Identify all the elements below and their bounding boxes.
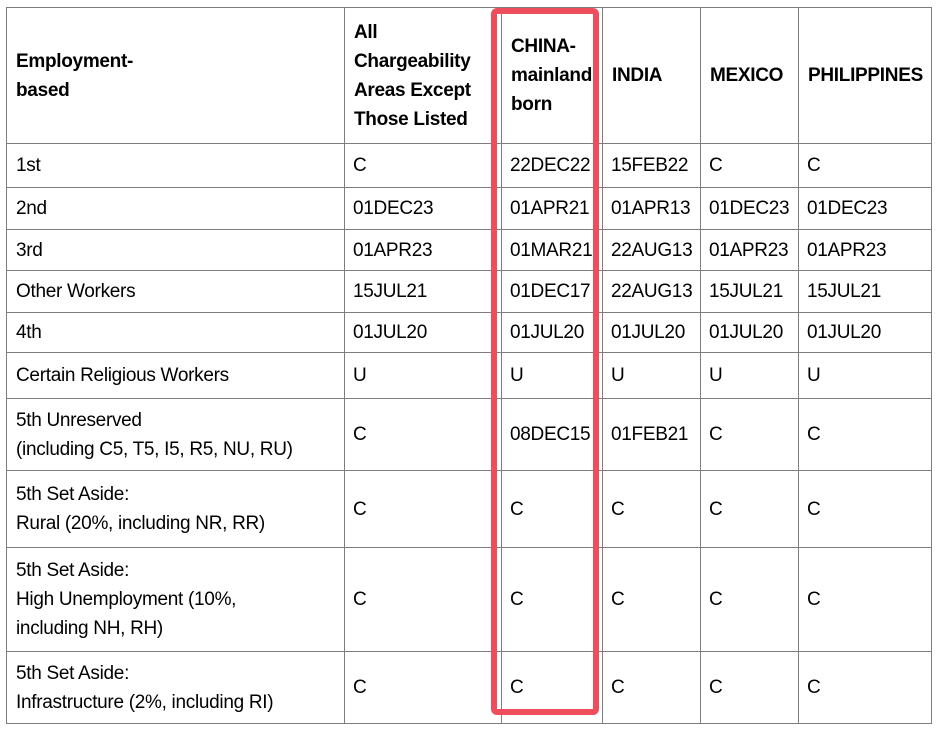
- table-row-2nd: 2nd 01DEC23 01APR21 01APR13 01DEC23 01DE…: [6, 187, 932, 230]
- column-header-philippines: PHILIPPINES: [798, 7, 932, 144]
- table-cell: 01DEC23: [344, 187, 502, 230]
- table-cell: 01APR13: [602, 187, 701, 230]
- table-cell: C: [798, 547, 932, 652]
- row-label: 5th Unreserved (including C5, T5, I5, R5…: [6, 398, 345, 471]
- table-cell: 01DEC17: [501, 270, 603, 313]
- row-label: 5th Set Aside: High Unemployment (10%, i…: [6, 547, 345, 652]
- table-cell: 15JUL21: [798, 270, 932, 313]
- table-cell: C: [602, 651, 701, 724]
- row-label: Other Workers: [6, 270, 345, 313]
- column-header-all-chargeability: All Chargeability Areas Except Those Lis…: [344, 7, 502, 144]
- table-row-5th-set-aside-rural: 5th Set Aside: Rural (20%, including NR,…: [6, 470, 932, 548]
- table-cell: 01APR23: [700, 229, 799, 271]
- table-cell: C: [798, 470, 932, 548]
- column-header-employment-based: Employment- based: [6, 7, 345, 144]
- table-cell: C: [344, 651, 502, 724]
- row-label: Certain Religious Workers: [6, 352, 345, 399]
- table-cell: 22AUG13: [602, 270, 701, 313]
- table-cell: C: [344, 398, 502, 471]
- table-cell: 01JUL20: [602, 312, 701, 353]
- table-cell: 01JUL20: [798, 312, 932, 353]
- table-cell: 01JUL20: [344, 312, 502, 353]
- employment-based-table: Employment- based All Chargeability Area…: [6, 7, 932, 724]
- table-row-3rd: 3rd 01APR23 01MAR21 22AUG13 01APR23 01AP…: [6, 229, 932, 271]
- table-cell: C: [344, 470, 502, 548]
- table-cell: C: [798, 398, 932, 471]
- table-row-other-workers: Other Workers 15JUL21 01DEC17 22AUG13 15…: [6, 270, 932, 313]
- table-cell: C: [344, 547, 502, 652]
- table-cell: 01MAR21: [501, 229, 603, 271]
- column-header-india: INDIA: [602, 7, 701, 144]
- table-cell: 01APR23: [344, 229, 502, 271]
- table-cell: C: [501, 470, 603, 548]
- table-cell: 15FEB22: [602, 143, 701, 188]
- table-cell: 01APR21: [501, 187, 603, 230]
- table-cell: 01APR23: [798, 229, 932, 271]
- table-cell: C: [700, 470, 799, 548]
- column-header-mexico: MEXICO: [700, 7, 799, 144]
- table-row-1st: 1st C 22DEC22 15FEB22 C C: [6, 143, 932, 188]
- row-label: 5th Set Aside: Rural (20%, including NR,…: [6, 470, 345, 548]
- table-cell: C: [700, 547, 799, 652]
- table-cell: 01DEC23: [798, 187, 932, 230]
- table-row-5th-set-aside-high-unemployment: 5th Set Aside: High Unemployment (10%, i…: [6, 547, 932, 652]
- table-cell: U: [602, 352, 701, 399]
- table-cell: 01JUL20: [501, 312, 603, 353]
- table-cell: C: [602, 547, 701, 652]
- table-body: 1st C 22DEC22 15FEB22 C C 2nd 01DEC23 01…: [6, 143, 932, 724]
- table-cell: U: [501, 352, 603, 399]
- table-cell: U: [700, 352, 799, 399]
- table-cell: 22DEC22: [501, 143, 603, 188]
- table-cell: C: [602, 470, 701, 548]
- table-row-certain-religious-workers: Certain Religious Workers U U U U U: [6, 352, 932, 399]
- column-header-china-mainland-born: CHINA- mainland born: [501, 7, 603, 144]
- table-header: Employment- based All Chargeability Area…: [6, 7, 932, 144]
- table-cell: C: [700, 143, 799, 188]
- table-cell: C: [798, 143, 932, 188]
- table-cell: C: [798, 651, 932, 724]
- table-cell: C: [501, 547, 603, 652]
- table-cell: 01DEC23: [700, 187, 799, 230]
- table-cell: 01JUL20: [700, 312, 799, 353]
- header-row: Employment- based All Chargeability Area…: [6, 7, 932, 144]
- table-cell: 22AUG13: [602, 229, 701, 271]
- table-cell: 15JUL21: [344, 270, 502, 313]
- table-cell: C: [700, 398, 799, 471]
- table-cell: U: [798, 352, 932, 399]
- row-label: 5th Set Aside: Infrastructure (2%, inclu…: [6, 651, 345, 724]
- table-cell: 01FEB21: [602, 398, 701, 471]
- table-row-5th-set-aside-infrastructure: 5th Set Aside: Infrastructure (2%, inclu…: [6, 651, 932, 724]
- table-cell: C: [344, 143, 502, 188]
- row-label: 2nd: [6, 187, 345, 230]
- table-cell: C: [501, 651, 603, 724]
- row-label: 4th: [6, 312, 345, 353]
- table-cell: 15JUL21: [700, 270, 799, 313]
- row-label: 1st: [6, 143, 345, 188]
- table-cell: C: [700, 651, 799, 724]
- row-label: 3rd: [6, 229, 345, 271]
- table-row-4th: 4th 01JUL20 01JUL20 01JUL20 01JUL20 01JU…: [6, 312, 932, 353]
- table-row-5th-unreserved: 5th Unreserved (including C5, T5, I5, R5…: [6, 398, 932, 471]
- table-cell: U: [344, 352, 502, 399]
- table-cell: 08DEC15: [501, 398, 603, 471]
